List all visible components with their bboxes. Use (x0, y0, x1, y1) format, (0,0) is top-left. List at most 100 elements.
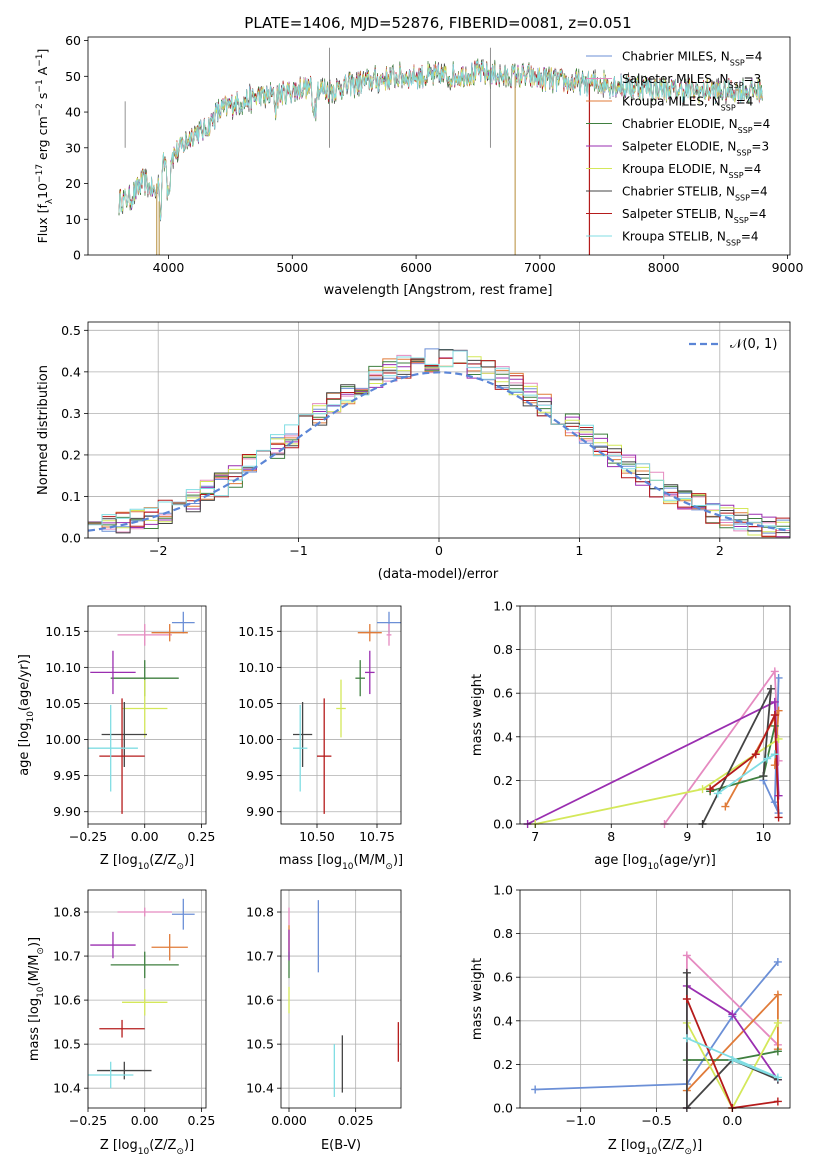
y-tick-label: 1.0 (493, 883, 513, 898)
x-tick-label: −1 (289, 543, 307, 558)
y-tick-label: 10.6 (53, 993, 81, 1008)
x-tick-label: 0.0 (722, 1113, 742, 1128)
y-tick-label: 10.05 (45, 696, 81, 711)
x-tick-label: 10.50 (299, 829, 335, 844)
axes-frame (280, 889, 402, 1109)
legend-label: Salpeter MILES, NSSP=3 (622, 72, 761, 90)
mass-z-plot (87, 890, 206, 1108)
x-tick-label: −0.25 (69, 1113, 107, 1128)
legend-label: Salpeter STELIB, NSSP=4 (622, 207, 766, 225)
y-tick-label: 10 (65, 212, 81, 227)
x-tick-label: 0.000 (271, 1113, 307, 1128)
y-tick-label: 60 (65, 33, 81, 48)
weight-marker (682, 968, 691, 977)
weight-marker (728, 1056, 737, 1065)
y-tick-label: 50 (65, 69, 81, 84)
weight-marker (773, 1018, 782, 1027)
spectrum-xlabel: wavelength [Angstrom, rest frame] (324, 283, 553, 298)
weight-age-ylabel: mass weight (470, 674, 485, 756)
normal-curve (87, 371, 791, 532)
weight-marker (770, 697, 779, 706)
weight-marker (773, 990, 782, 999)
x-tick-label: −0.25 (69, 829, 107, 844)
legend-label: Salpeter ELODIE, NSSP=3 (622, 140, 769, 158)
weight-z-xlabel: Z [log10(Z/Z⊙)] (608, 1138, 702, 1157)
weight-marker (706, 785, 715, 794)
weight-z-ylabel: mass weight (470, 958, 485, 1040)
y-tick-label: 0.1 (61, 489, 81, 504)
mass-z-xlabel: Z [log10(Z/Z⊙)] (100, 1138, 194, 1157)
legend-label: Kroupa MILES, NSSP=4 (622, 95, 753, 113)
weight-marker (763, 754, 772, 763)
y-tick-label: 0.5 (61, 323, 81, 338)
x-tick-label: 1 (575, 543, 583, 558)
mass-ebv-plot-axes: 0.000 0.025 10.4 10.5 10.6 10.7 10.8 (246, 889, 402, 1128)
y-tick-label: 30 (65, 140, 81, 155)
age-z-plot (87, 606, 206, 824)
axes-frame (87, 889, 207, 1109)
y-tick-label: 0.0 (61, 531, 81, 546)
weight-marker (728, 1010, 737, 1019)
residual-xlabel: (data-model)/error (378, 567, 499, 582)
legend-label: Chabrier MILES, NSSP=4 (622, 50, 762, 68)
weight-marker (682, 995, 691, 1003)
x-tick-label: 9 (683, 829, 691, 844)
legend-label: Kroupa STELIB, NSSP=4 (622, 230, 759, 248)
weight-age-plot (520, 605, 790, 828)
y-tick-label: 10.10 (45, 660, 81, 675)
x-tick-label: 6000 (400, 260, 432, 275)
weight-line-7 (709, 714, 780, 818)
spectrum-ylabel: Flux [fλ10−17 erg cm−2 s−1 A−1] (35, 49, 55, 244)
y-tick-label: 10.8 (246, 905, 274, 920)
weight-marker (774, 813, 783, 822)
y-tick-label: 0.8 (493, 642, 513, 657)
y-tick-label: 0.2 (493, 773, 513, 788)
y-tick-label: 10.5 (53, 1037, 81, 1052)
y-tick-label: 10.5 (246, 1037, 274, 1052)
x-tick-label: 4000 (153, 260, 185, 275)
age-z-plot-axes: −0.25 0.00 0.25 9.90 9.95 10.00 10.05 10.10 10.1… (45, 605, 215, 844)
spectrum-axes: 4000 5000 6000 7000 8000 9000 0 10 20 30 40 50 60 (65, 33, 803, 275)
mass-ebv-xlabel: E(B-V) (321, 1138, 361, 1153)
y-tick-label: 20 (65, 176, 81, 191)
weight-marker (751, 750, 760, 759)
y-tick-label: 0.2 (493, 1057, 513, 1072)
weight-marker (531, 1085, 540, 1094)
y-tick-label: 9.95 (53, 768, 81, 783)
spectrum-plot (118, 47, 763, 255)
residual-axes: −2 −1 0 1 2 0.0 0.1 0.2 0.3 0.4 0.5 (61, 321, 791, 558)
x-tick-label: 10 (755, 829, 771, 844)
residual-plot (87, 322, 791, 539)
x-tick-label: −2 (149, 543, 167, 558)
x-tick-label: 7000 (524, 260, 556, 275)
x-tick-label: 8 (607, 829, 615, 844)
age-z-xlabel: Z [log10(Z/Z⊙)] (100, 853, 194, 872)
weight-z-plot-axes: −1.0 −0.5 0.0 0.0 0.2 0.4 0.6 0.8 1.0 (493, 883, 791, 1128)
mass-ebv-plot (281, 890, 401, 1108)
y-tick-label: 10.00 (238, 732, 274, 747)
y-tick-label: 40 (65, 105, 81, 120)
y-tick-label: 10.00 (45, 732, 81, 747)
x-tick-label: 7 (531, 829, 539, 844)
x-tick-label: 0.25 (188, 1113, 216, 1128)
weight-marker (713, 789, 722, 798)
residual-ylabel: Normed distribution (36, 365, 51, 495)
y-tick-label: 9.90 (246, 804, 274, 819)
weight-marker (759, 772, 768, 781)
y-tick-label: 1.0 (493, 599, 513, 614)
weight-marker (770, 667, 779, 676)
x-tick-label: 0.025 (338, 1113, 374, 1128)
y-tick-label: 0.4 (61, 364, 81, 379)
age-mass-plot (281, 606, 401, 824)
spectrum-line-8 (118, 60, 763, 221)
residual-legend: 𝒩(0, 1) (689, 337, 777, 352)
age-mass-plot-axes: 10.50 10.75 9.90 9.95 10.00 10.05 10.10 10.15 (238, 605, 402, 844)
y-tick-label: 0.6 (493, 970, 513, 985)
y-tick-label: 0.6 (493, 686, 513, 701)
weight-marker (682, 951, 691, 960)
legend-label: 𝒩(0, 1) (730, 337, 777, 352)
y-tick-label: 10.7 (53, 949, 81, 964)
y-tick-label: 0.4 (493, 1013, 513, 1028)
x-tick-label: 5000 (276, 260, 308, 275)
